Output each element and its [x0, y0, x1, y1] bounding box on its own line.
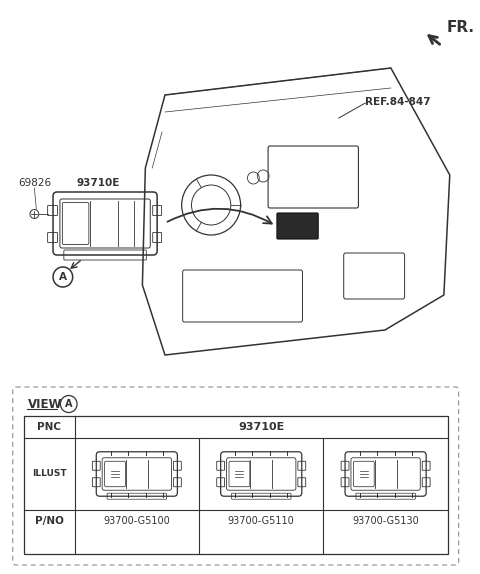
Text: A: A — [59, 272, 67, 282]
Text: P/NO: P/NO — [35, 516, 63, 526]
Text: A: A — [65, 399, 72, 409]
Text: PNC: PNC — [37, 422, 61, 432]
Text: ILLUST: ILLUST — [32, 470, 66, 479]
Text: VIEW: VIEW — [27, 398, 62, 410]
Text: FR.: FR. — [447, 20, 475, 35]
FancyBboxPatch shape — [277, 213, 318, 239]
Text: 93700-G5130: 93700-G5130 — [352, 516, 419, 526]
Text: 93700-G5100: 93700-G5100 — [104, 516, 170, 526]
Text: 93710E: 93710E — [76, 178, 120, 188]
Text: 69826: 69826 — [18, 178, 51, 188]
Text: 93700-G5110: 93700-G5110 — [228, 516, 295, 526]
Text: 93710E: 93710E — [238, 422, 284, 432]
Bar — [24, 416, 448, 554]
Text: REF.84-847: REF.84-847 — [365, 97, 431, 107]
FancyArrowPatch shape — [168, 209, 272, 224]
